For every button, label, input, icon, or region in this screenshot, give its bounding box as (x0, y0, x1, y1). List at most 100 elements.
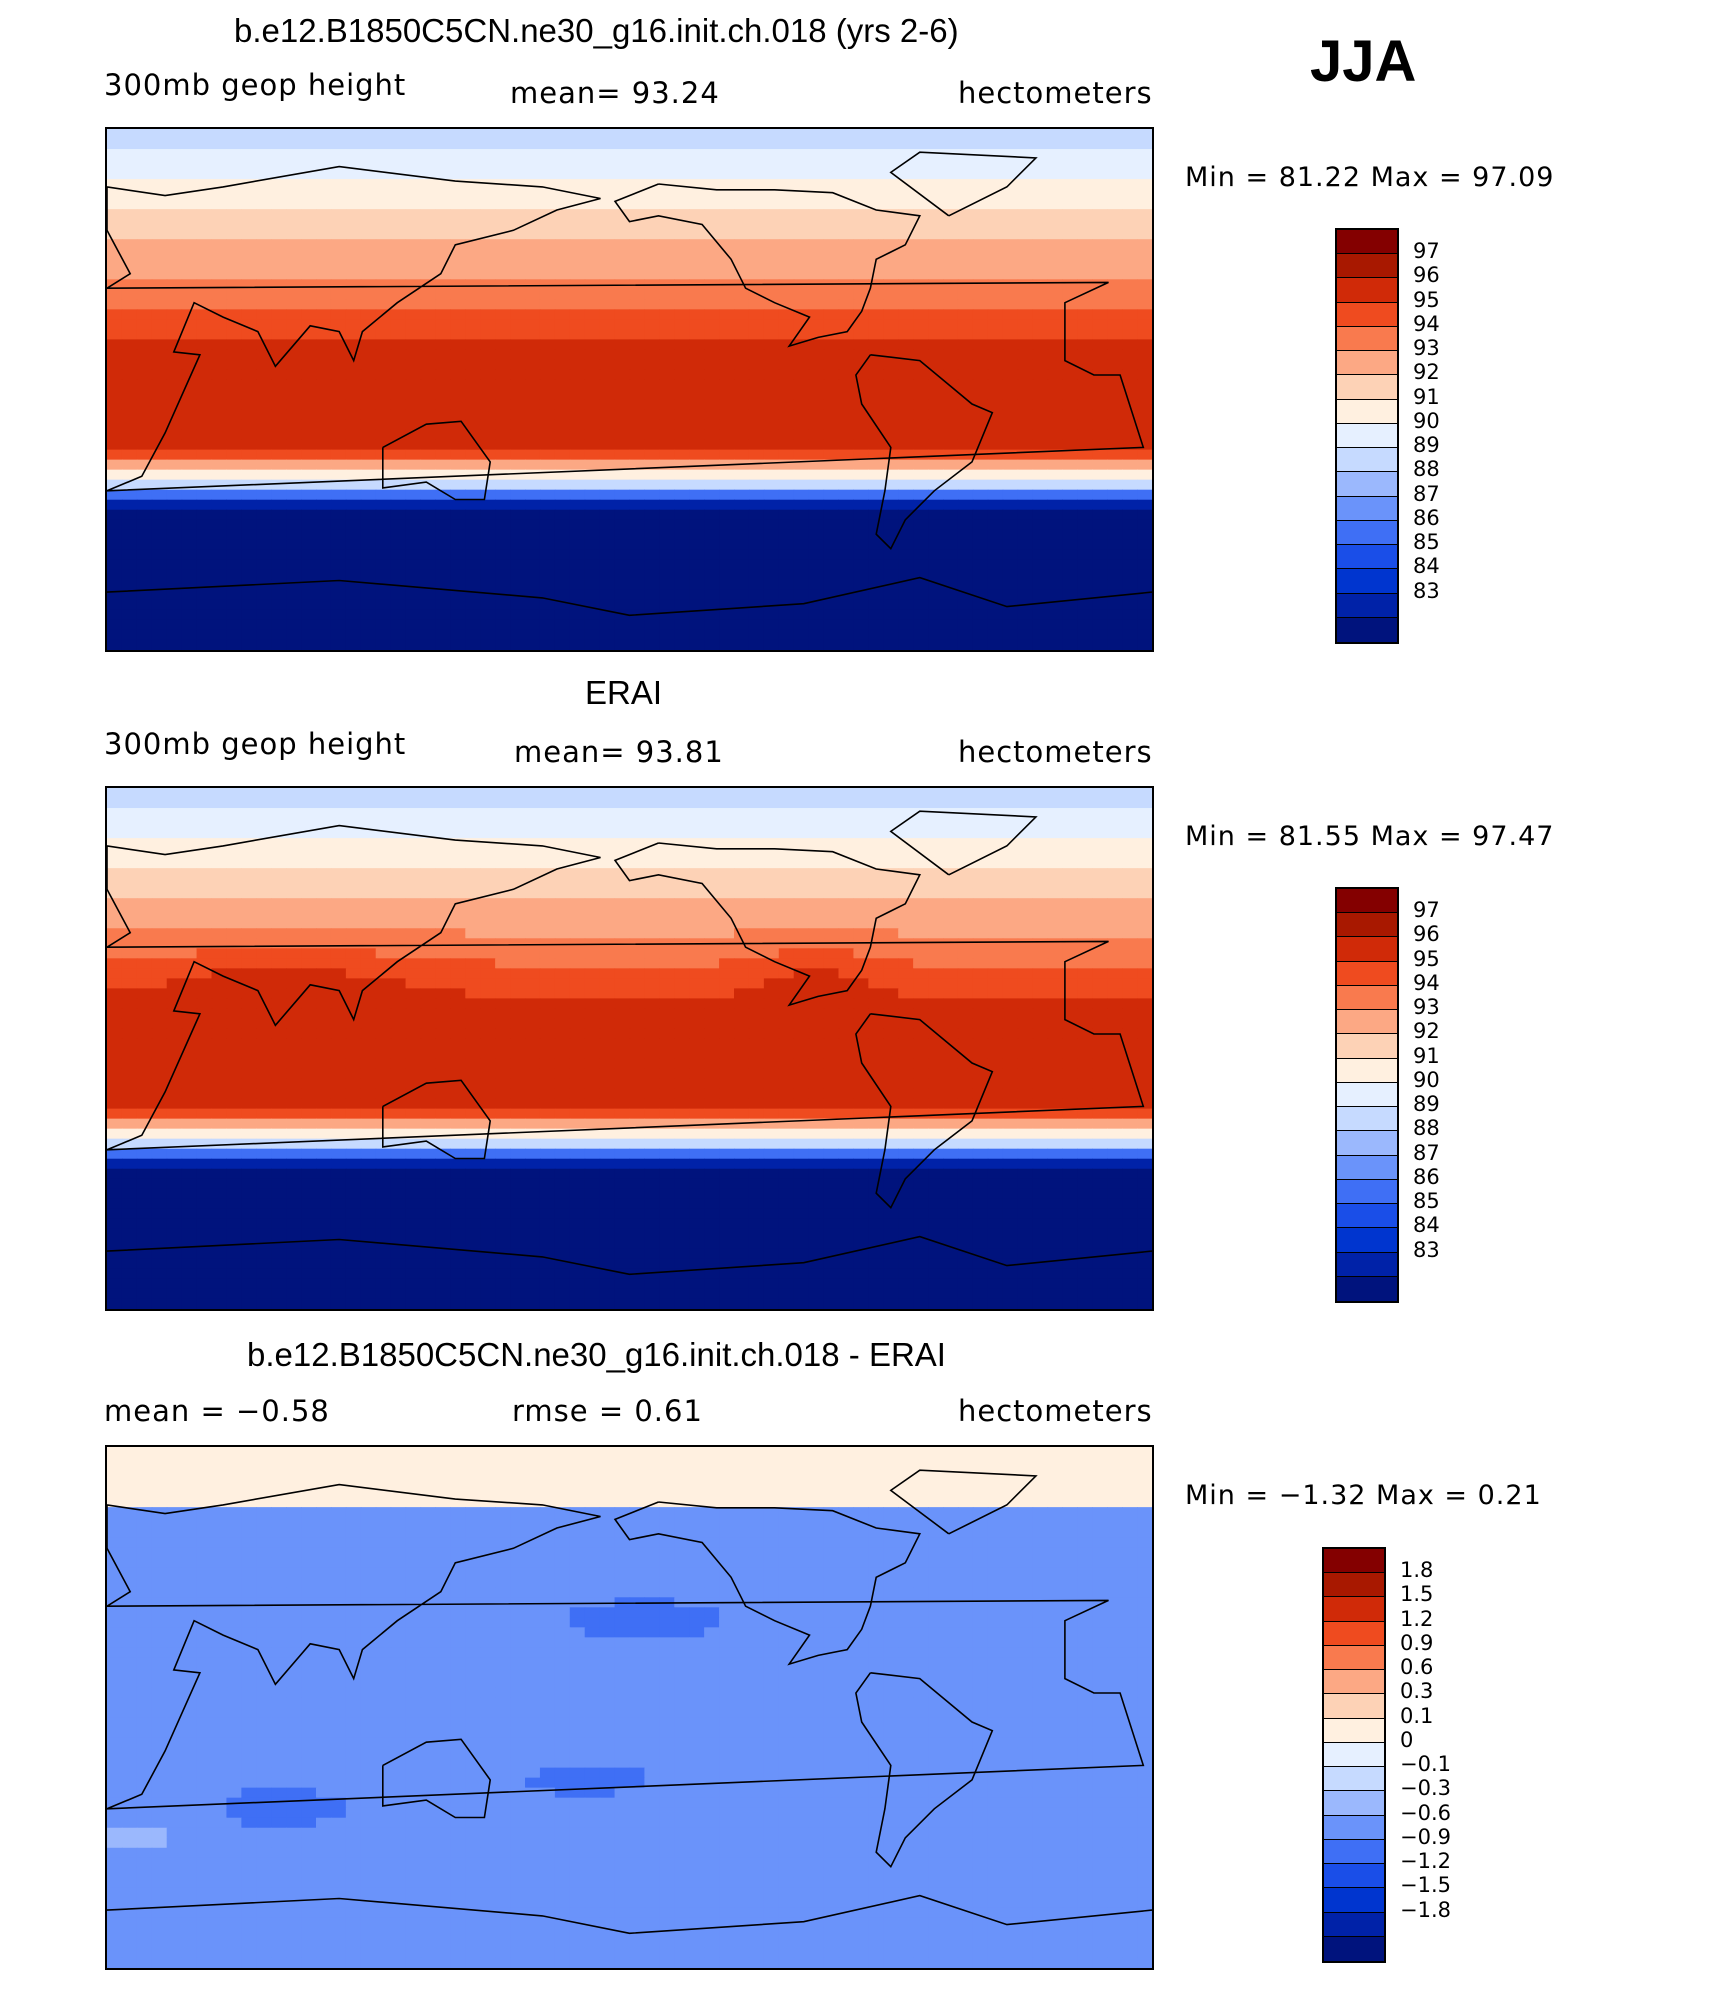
contour-cell (674, 499, 690, 511)
contour-cell (719, 868, 735, 879)
contour-cell (1002, 529, 1019, 541)
contour-cell (211, 529, 228, 541)
contour-cell (913, 289, 929, 300)
contour-cell (450, 259, 466, 270)
contour-cell (1092, 888, 1108, 899)
contour-cell (584, 139, 601, 150)
contour-cell (614, 429, 631, 441)
contour-cell (674, 359, 690, 371)
contour-cell (286, 189, 302, 200)
contour-cell (1002, 209, 1019, 220)
contour-cell (1122, 908, 1138, 919)
contour-cell (316, 329, 332, 340)
contour-cell (405, 489, 422, 501)
contour-cell (569, 938, 586, 949)
contour-cell (181, 828, 198, 839)
contour-cell (525, 159, 541, 170)
contour-cell (480, 529, 496, 541)
contour-cell (525, 249, 541, 260)
contour-cell (808, 299, 825, 310)
contour-cell (719, 948, 735, 959)
contour-cell (569, 259, 586, 270)
contour-cell (405, 908, 422, 919)
contour-cell (465, 249, 481, 260)
contour-cell (838, 828, 855, 839)
contour-cell (316, 619, 332, 631)
contour-cell (569, 908, 586, 919)
contour-cell (286, 349, 302, 361)
contour-cell (510, 309, 526, 320)
contour-cell (614, 968, 631, 979)
contour-cell (838, 619, 855, 631)
contour-cell (480, 798, 496, 809)
contour-cell (704, 339, 720, 351)
contour-cell (987, 219, 1004, 230)
contour-cell (928, 509, 944, 521)
contour-cell (689, 289, 705, 300)
contour-cell (510, 199, 526, 210)
contour-cell (1047, 149, 1064, 160)
contour-cell (704, 898, 720, 909)
contour-cell (704, 848, 720, 859)
contour-cell (107, 339, 123, 351)
contour-cell (226, 529, 242, 541)
contour-cell (181, 339, 198, 351)
contour-cell (987, 489, 1004, 501)
contour-cell (972, 159, 989, 170)
contour-cell (1032, 788, 1049, 799)
contour-cell (987, 898, 1004, 909)
contour-cell (1092, 469, 1108, 481)
contour-cell (450, 499, 466, 511)
contour-cell (644, 139, 660, 150)
contour-cell (614, 149, 631, 160)
contour-cell (360, 449, 377, 461)
contour-cell (420, 169, 437, 180)
contour-cell (241, 309, 257, 320)
contour-cell (853, 798, 869, 809)
contour-cell (166, 459, 183, 471)
contour-cell (883, 838, 899, 849)
contour-cell (107, 469, 123, 481)
contour-cell (301, 139, 317, 150)
contour-cell (465, 798, 481, 809)
contour-cell (181, 289, 198, 300)
contour-cell (778, 549, 795, 561)
contour-cell (838, 609, 855, 621)
contour-cell (330, 379, 347, 391)
contour-cell (1062, 968, 1078, 979)
contour-cell (719, 289, 735, 300)
contour-cell (1077, 519, 1093, 531)
contour-cell (121, 958, 138, 969)
contour-cell (599, 339, 616, 351)
contour-cell (569, 639, 586, 650)
contour-cell (823, 499, 840, 511)
contour-cell (360, 359, 377, 371)
contour-cell (196, 918, 213, 929)
contour-cell (1017, 419, 1034, 431)
contour-cell (883, 459, 899, 471)
contour-cell (121, 399, 138, 411)
contour-cell (525, 169, 541, 180)
contour-cell (629, 838, 646, 849)
contour-cell (763, 399, 780, 411)
contour-cell (704, 788, 720, 799)
contour-cell (330, 429, 347, 441)
contour-cell (808, 798, 825, 809)
contour-cell (793, 419, 810, 431)
contour-cell (554, 589, 571, 601)
contour-cell (778, 409, 795, 421)
contour-cell (734, 179, 750, 190)
contour-cell (957, 848, 974, 859)
contour-cell (286, 439, 302, 451)
contour-cell (748, 149, 765, 160)
contour-cell (1062, 499, 1078, 511)
contour-cell (405, 359, 422, 371)
contour-cell (584, 788, 601, 799)
contour-cell (360, 259, 377, 270)
contour-cell (943, 848, 959, 859)
contour-cell (510, 579, 526, 591)
contour-cell (286, 449, 302, 461)
contour-cell (748, 459, 765, 471)
contour-cell (674, 818, 690, 829)
contour-cell (181, 449, 198, 461)
